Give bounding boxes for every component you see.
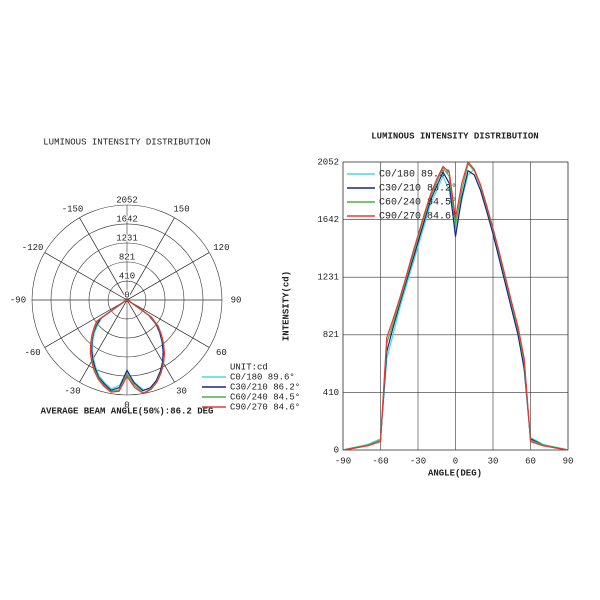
x-tick-label: 90 — [563, 456, 574, 466]
r-tick-label: 2052 — [116, 195, 138, 205]
legend-label: C0/180 89.6° — [230, 372, 295, 382]
series-line — [342, 169, 569, 451]
angle-tick-label: -90 — [10, 295, 26, 305]
ring-grid-line — [107, 280, 147, 320]
series-line — [342, 160, 569, 451]
ring-grid-line — [69, 242, 185, 358]
polar-title: LUMINOUS INTENSITY DISTRIBUTION — [43, 137, 210, 147]
y-tick-label: 410 — [323, 388, 339, 398]
angle-tick-label: -30 — [64, 386, 80, 396]
y-axis-label: INTENSITY(cd) — [281, 271, 291, 341]
legend-title: UNIT:cd — [230, 362, 268, 372]
angle-tick-label: 60 — [216, 348, 227, 358]
legend-label: C60/240 84.5° — [230, 392, 300, 402]
x-tick-label: 30 — [488, 456, 499, 466]
y-tick-label: 821 — [323, 330, 339, 340]
angle-tick-label: -120 — [22, 243, 44, 253]
r-tick-label: 410 — [119, 271, 135, 281]
ring-grid-line — [88, 261, 166, 339]
x-tick-label: 0 — [453, 456, 458, 466]
x-axis-label: ANGLE(DEG) — [428, 468, 482, 478]
r-tick-label: 1642 — [116, 214, 138, 224]
x-tick-label: -60 — [372, 456, 388, 466]
angle-tick-label: -150 — [62, 204, 84, 214]
x-tick-label: -90 — [335, 456, 351, 466]
legend-label: C30/210 86.2° — [230, 382, 300, 392]
legend-label: C30/210 86.2° — [379, 183, 457, 195]
x-tick-label: 60 — [525, 456, 536, 466]
legend-label: C60/240 84.5° — [379, 197, 457, 209]
legend-label: C0/180 89.6° — [379, 169, 451, 181]
angle-tick-label: 30 — [176, 386, 187, 396]
y-tick-label: 2052 — [317, 157, 339, 167]
angle-tick-label: 90 — [231, 295, 242, 305]
note: AVERAGE BEAM ANGLE(50%):86.2 DEG — [41, 406, 214, 416]
x-tick-label: -30 — [410, 456, 426, 466]
y-tick-label: 1642 — [317, 215, 339, 225]
polar-line — [89, 299, 166, 395]
r-tick-label: 1231 — [116, 233, 138, 243]
r-tick-label: 0 — [124, 290, 129, 300]
legend-label: C90/270 84.6° — [379, 211, 457, 223]
legend-label: C90/270 84.6° — [230, 402, 300, 412]
y-tick-label: 1231 — [317, 273, 339, 283]
ring-grid-line — [31, 204, 223, 396]
angle-tick-label: -60 — [25, 348, 41, 358]
angle-tick-label: 150 — [173, 204, 189, 214]
angle-tick-label: 0 — [124, 400, 129, 410]
line-title: LUMINOUS INTENSITY DISTRIBUTION — [371, 131, 538, 141]
angle-tick-label: 120 — [213, 243, 229, 253]
r-tick-label: 821 — [119, 252, 135, 262]
y-tick-label: 0 — [334, 445, 339, 455]
